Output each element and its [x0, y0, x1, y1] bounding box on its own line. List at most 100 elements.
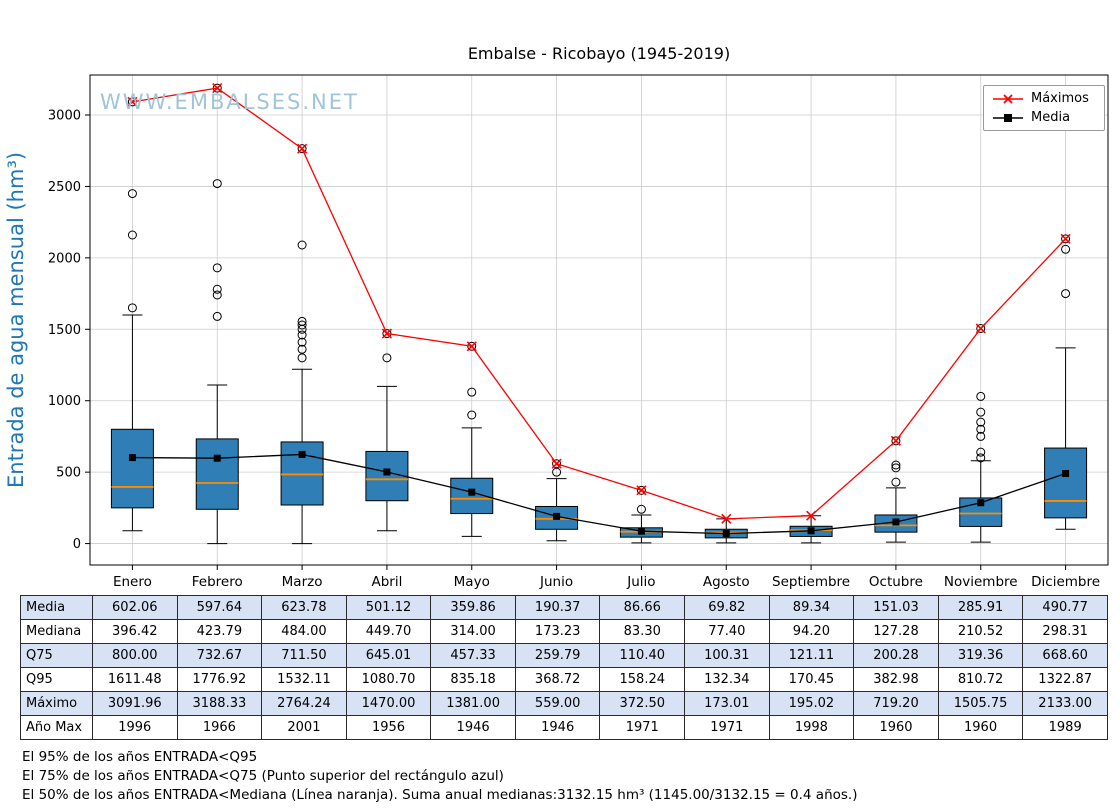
table-cell: 195.02: [768, 691, 855, 716]
table-cell: 490.77: [1022, 595, 1108, 620]
table-row-q75: Q75 800.00 732.67 711.50 645.01 457.33 259.79 1…: [20, 643, 1108, 668]
x-tick-label: Septiembre: [772, 574, 850, 590]
table-cell: 173.01: [684, 691, 770, 716]
row-label: Q75: [20, 643, 93, 668]
boxplot-box: [365, 450, 409, 502]
table-cell: 396.42: [92, 619, 178, 644]
outlier-point: [636, 485, 646, 495]
max-x-marker: [1060, 233, 1071, 244]
boxplot-box: [195, 438, 239, 510]
table-cell: 151.03: [853, 595, 939, 620]
table-cell: 77.40: [684, 619, 770, 644]
outlier-point: [212, 284, 222, 294]
max-x-marker: [975, 323, 986, 334]
mean-square-marker: [468, 488, 476, 496]
table-cell: 1381.00: [430, 691, 516, 716]
footnote-mediana: El 50% de los años ENTRADA<Mediana (Líne…: [22, 787, 858, 804]
outlier-point: [467, 410, 477, 420]
mean-square-marker: [722, 530, 730, 538]
outlier-point: [382, 353, 392, 363]
table-cell: 190.37: [514, 595, 601, 620]
table-cell: 457.33: [430, 643, 516, 668]
boxplot-box: [110, 428, 154, 509]
outlier-point: [297, 337, 307, 347]
table-cell: 170.45: [768, 667, 855, 692]
outlier-point: [467, 387, 477, 397]
table-cell: 597.64: [176, 595, 263, 620]
x-tick-label: Noviembre: [944, 574, 1018, 590]
y-tick-label: 2500: [48, 180, 81, 195]
table-cell: 1505.75: [937, 691, 1024, 716]
table-cell: 1470.00: [345, 691, 432, 716]
outlier-point: [552, 459, 562, 469]
table-row-q95: Q95 1611.48 1776.92 1532.11 1080.70 835.18 368…: [20, 667, 1108, 692]
table-cell: 368.72: [514, 667, 601, 692]
mean-square-marker: [977, 499, 985, 507]
table-cell: 645.01: [345, 643, 432, 668]
row-label: Q95: [20, 667, 93, 692]
outlier-point: [976, 447, 986, 457]
table-cell: 810.72: [937, 667, 1024, 692]
boxplot-box: [1044, 447, 1088, 519]
table-cell: 732.67: [176, 643, 263, 668]
table-cell: 711.50: [261, 643, 347, 668]
legend-label-media: Media: [1031, 110, 1071, 125]
outlier-point: [297, 240, 307, 250]
media-line-marker-icon: [993, 113, 1023, 122]
stats-table: Media 602.06 597.64 623.78 501.12 359.86 190.3…: [20, 595, 1108, 740]
legend-item-maximos: Máximos: [992, 91, 1096, 106]
x-tick-label: Enero: [113, 574, 152, 590]
table-cell: 298.31: [1022, 619, 1108, 644]
table-cell: 623.78: [261, 595, 347, 620]
y-tick-label: 0: [73, 537, 81, 552]
table-cell: 1946: [430, 715, 516, 740]
max-x-marker: [466, 341, 477, 352]
table-cell: 3091.96: [92, 691, 178, 716]
x-tick-label: Junio: [539, 574, 573, 590]
x-tick-label: Agosto: [703, 574, 750, 590]
table-cell: 1960: [937, 715, 1024, 740]
outlier-point: [976, 407, 986, 417]
mean-square-marker: [128, 454, 136, 462]
boxplot-chart: 0 500 1000 1500 2000 2500 3000 Enero Febrero Marz…: [48, 74, 1109, 590]
y-tick-label: 1000: [48, 394, 81, 409]
outlier-point: [976, 431, 986, 441]
outlier-point: [891, 436, 901, 446]
table-cell: 1322.87: [1022, 667, 1108, 692]
row-label: Mediana: [20, 619, 93, 644]
outlier-point: [976, 391, 986, 401]
max-x-marker: [212, 83, 223, 94]
max-x-marker: [890, 435, 901, 446]
chart-legend: Máximos Media: [983, 85, 1105, 131]
maximos-line: [132, 87, 1067, 520]
row-label: Media: [20, 595, 93, 620]
x-tick-label: Febrero: [192, 574, 243, 590]
outlier-point: [891, 460, 901, 470]
outlier-point: [212, 290, 222, 300]
outlier-point: [976, 453, 986, 463]
table-row-media: Media 602.06 597.64 623.78 501.12 359.86 190.3…: [20, 595, 1108, 620]
mean-square-marker: [298, 450, 306, 458]
footnote-q95: El 95% de los años ENTRADA<Q95: [22, 749, 258, 765]
outlier-point: [127, 230, 137, 240]
outlier-point: [212, 179, 222, 189]
max-x-marker: [381, 328, 392, 339]
x-tick-label: Diciembre: [1031, 574, 1100, 590]
max-x-marker: [721, 513, 732, 524]
table-cell: 835.18: [430, 667, 516, 692]
mean-square-marker: [807, 527, 815, 535]
mean-square-marker: [553, 512, 561, 520]
y-tick-label: 500: [56, 466, 81, 481]
max-x-marker: [806, 510, 817, 521]
outlier-point: [1061, 289, 1071, 299]
outlier-point: [636, 504, 646, 514]
outlier-point: [1061, 244, 1071, 254]
table-cell: 501.12: [345, 595, 432, 620]
outlier-point: [976, 417, 986, 427]
mean-square-marker: [213, 454, 221, 462]
chart-title: Embalse - Ricobayo (1945-2019): [467, 44, 731, 63]
table-cell: 285.91: [937, 595, 1024, 620]
table-row-mediana: Mediana 396.42 423.79 484.00 449.70 314.00 173…: [20, 619, 1108, 644]
table-cell: 484.00: [261, 619, 347, 644]
